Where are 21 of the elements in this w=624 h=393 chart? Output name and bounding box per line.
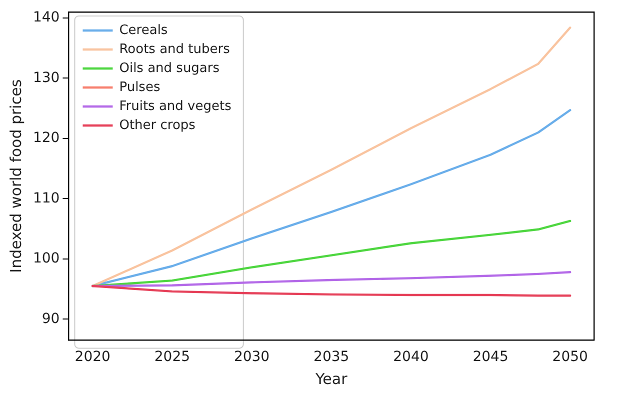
legend-label: Cereals <box>119 22 168 38</box>
y-tick-label: 120 <box>32 130 60 146</box>
x-tick-label: 2040 <box>393 349 429 366</box>
y-tick-label: 90 <box>42 310 60 327</box>
x-axis-title: Year <box>314 370 348 388</box>
legend-label: Pulses <box>119 80 160 95</box>
x-tick-label: 2020 <box>74 349 110 366</box>
y-tick-label: 100 <box>32 250 60 267</box>
legend-label: Fruits and vegets <box>119 98 232 114</box>
x-tick-label: 2050 <box>552 349 588 366</box>
x-tick-label: 2045 <box>472 349 508 366</box>
legend-label: Other crops <box>119 118 196 133</box>
legend-label: Oils and sugars <box>119 60 220 76</box>
y-axis-title: Indexed world food prices <box>6 79 25 273</box>
y-tick-label: 130 <box>32 70 60 86</box>
y-tick-label: 110 <box>32 190 60 206</box>
x-tick-label: 2035 <box>314 349 350 366</box>
legend-label: Roots and tubers <box>119 42 230 57</box>
x-tick-label: 2030 <box>234 349 270 366</box>
x-tick-label: 2025 <box>154 349 190 366</box>
y-tick-label: 140 <box>32 10 60 26</box>
